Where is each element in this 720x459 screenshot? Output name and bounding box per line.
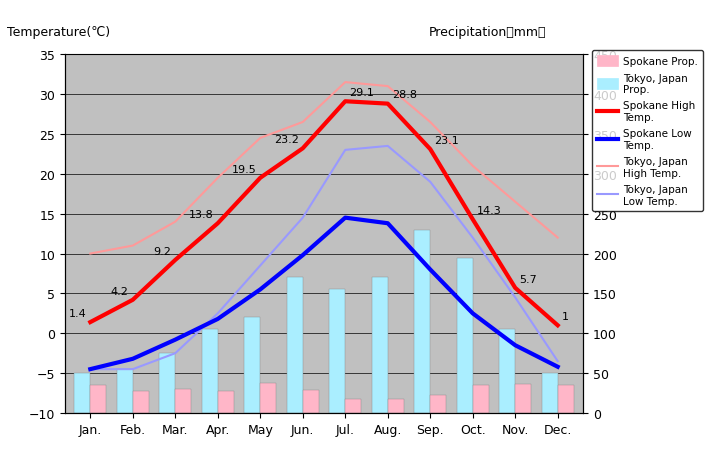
Bar (159, 353, 175, 413)
Text: 9.2: 9.2 (153, 246, 171, 256)
Text: 4.2: 4.2 (111, 286, 129, 296)
Bar (414, 230, 431, 413)
Bar (217, 392, 234, 413)
Text: Temperature(℃): Temperature(℃) (7, 26, 110, 39)
Bar (558, 385, 574, 413)
Bar (431, 395, 446, 413)
Text: 23.2: 23.2 (274, 135, 299, 145)
Bar (499, 330, 516, 413)
Bar (516, 385, 531, 413)
Bar (90, 385, 107, 413)
Bar (388, 400, 404, 413)
Text: 13.8: 13.8 (189, 210, 214, 219)
Text: 14.3: 14.3 (477, 206, 502, 216)
Bar (117, 369, 132, 413)
Bar (175, 389, 192, 413)
Bar (473, 385, 489, 413)
Bar (456, 258, 473, 413)
Text: 28.8: 28.8 (392, 90, 417, 100)
Bar (132, 391, 149, 413)
Text: 29.1: 29.1 (349, 88, 374, 98)
Bar (302, 390, 319, 413)
Legend: Spokane Prop., Tokyo, Japan
Prop., Spokane High
Temp., Spokane Low
Temp., Tokyo,: Spokane Prop., Tokyo, Japan Prop., Spoka… (592, 51, 703, 211)
Bar (372, 278, 388, 413)
Text: 1.4: 1.4 (68, 308, 86, 318)
Text: 1: 1 (562, 312, 569, 321)
Text: 5.7: 5.7 (519, 274, 537, 284)
Bar (260, 383, 276, 413)
Bar (202, 330, 217, 413)
Text: 19.5: 19.5 (231, 164, 256, 174)
Bar (346, 400, 361, 413)
Bar (244, 318, 260, 413)
Text: 23.1: 23.1 (434, 135, 459, 146)
Bar (287, 278, 302, 413)
Text: Precipitation（mm）: Precipitation（mm） (428, 26, 546, 39)
Bar (329, 290, 346, 413)
Bar (541, 373, 558, 413)
Bar (74, 373, 90, 413)
